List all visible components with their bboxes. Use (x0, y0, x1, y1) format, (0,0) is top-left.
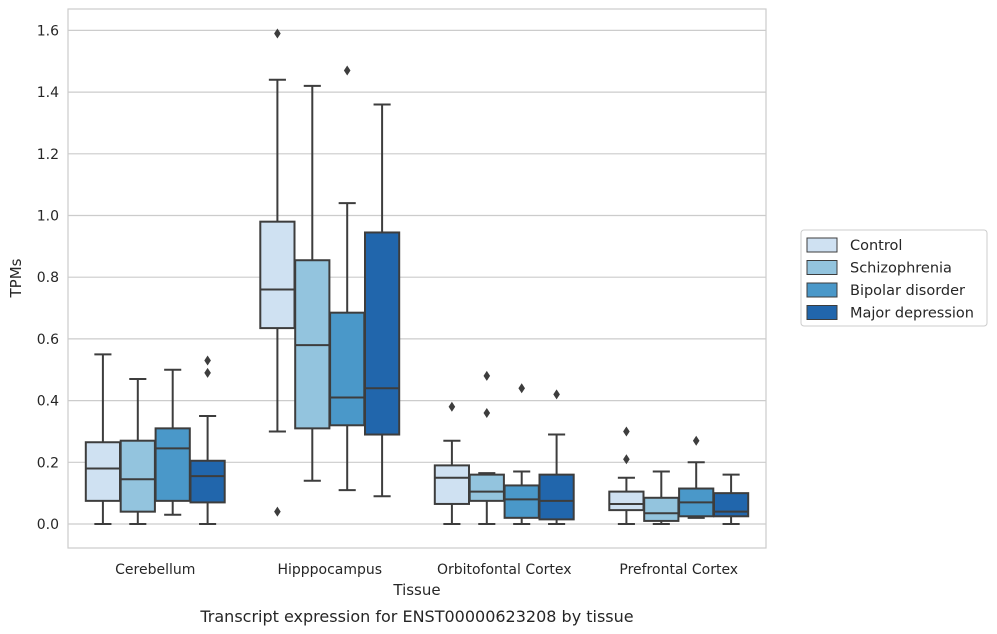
y-tick-label: 0.4 (37, 394, 59, 410)
box-3-0 (608, 426, 645, 525)
box-iqr (608, 490, 645, 512)
box-0-1 (119, 378, 156, 525)
box-iqr (189, 459, 226, 504)
box-iqr (259, 220, 296, 330)
box-iqr (433, 464, 471, 505)
y-tick-label: 0.6 (37, 332, 59, 348)
box-iqr (643, 496, 680, 522)
legend-label: Control (850, 238, 902, 254)
outlier-point (448, 401, 456, 412)
y-tick-label: 1.6 (37, 23, 59, 39)
box-iqr (119, 439, 156, 513)
y-tick-label: 1.4 (37, 85, 59, 101)
y-tick-labels: 0.0 0.2 0.4 0.6 0.8 1.0 1.2 1.4 1.6 (37, 23, 59, 533)
box-iqr (329, 311, 366, 427)
outlier-point (518, 383, 525, 394)
box-0-0 (84, 353, 122, 525)
x-tick-label: Cerebellum (115, 562, 195, 578)
box-iqr (84, 441, 122, 502)
box-2-3 (538, 389, 575, 525)
x-axis-title: Tissue (392, 581, 440, 599)
box-3-2 (678, 435, 715, 519)
legend-frame (800, 229, 988, 327)
x-tick-labels: Cerebellum Hipppocampus Orbitofontal Corte… (115, 562, 738, 578)
legend-swatch (806, 260, 838, 275)
legend-swatch (806, 305, 838, 320)
box-1-2 (329, 65, 366, 492)
outlier-point (483, 370, 491, 381)
outlier-point (692, 435, 700, 446)
plot-border (67, 8, 767, 549)
y-tick-label: 1.0 (37, 209, 59, 225)
y-axis-title: TPMs (7, 258, 25, 298)
legend-label: Bipolar disorder (850, 283, 965, 299)
box-2-0 (433, 401, 471, 525)
outlier-point (483, 407, 491, 418)
box-0-3 (189, 355, 226, 525)
outlier-point (274, 28, 281, 39)
box-iqr (538, 473, 575, 521)
box-iqr (503, 484, 540, 519)
outlier-point (343, 65, 351, 76)
outlier-point (553, 389, 560, 400)
x-tick-label: Prefrontal Cortex (619, 562, 738, 578)
y-tick-label: 0.8 (37, 270, 59, 286)
outlier-point (623, 454, 630, 465)
y-tick-label: 0.0 (37, 517, 59, 533)
outlier-point (204, 355, 211, 366)
legend: Control Schizophrenia Bipolar disorder Majo… (800, 229, 988, 327)
legend-swatch (806, 237, 838, 253)
outlier-point (204, 367, 211, 378)
box-0-2 (154, 368, 191, 516)
box-iqr (363, 231, 401, 436)
chart-caption: Transcript expression for ENST0000062320… (199, 607, 633, 626)
gridlines (68, 29, 766, 525)
boxes-layer (84, 28, 750, 525)
outlier-point (623, 426, 630, 437)
y-tick-label: 1.2 (37, 147, 59, 163)
legend-swatch (806, 282, 838, 298)
box-3-3 (712, 473, 750, 525)
box-1-3 (363, 103, 401, 498)
box-2-1 (468, 370, 505, 525)
box-iqr (468, 473, 505, 502)
box-iqr (712, 492, 750, 518)
outlier-point (274, 506, 281, 517)
legend-label: Schizophrenia (850, 261, 952, 277)
box-iqr (154, 427, 191, 502)
legend-label: Major depression (850, 306, 974, 322)
x-tick-label: Orbitofontal Cortex (437, 562, 572, 578)
x-tick-label: Hipppocampus (277, 562, 382, 578)
y-tick-label: 0.2 (37, 455, 59, 471)
